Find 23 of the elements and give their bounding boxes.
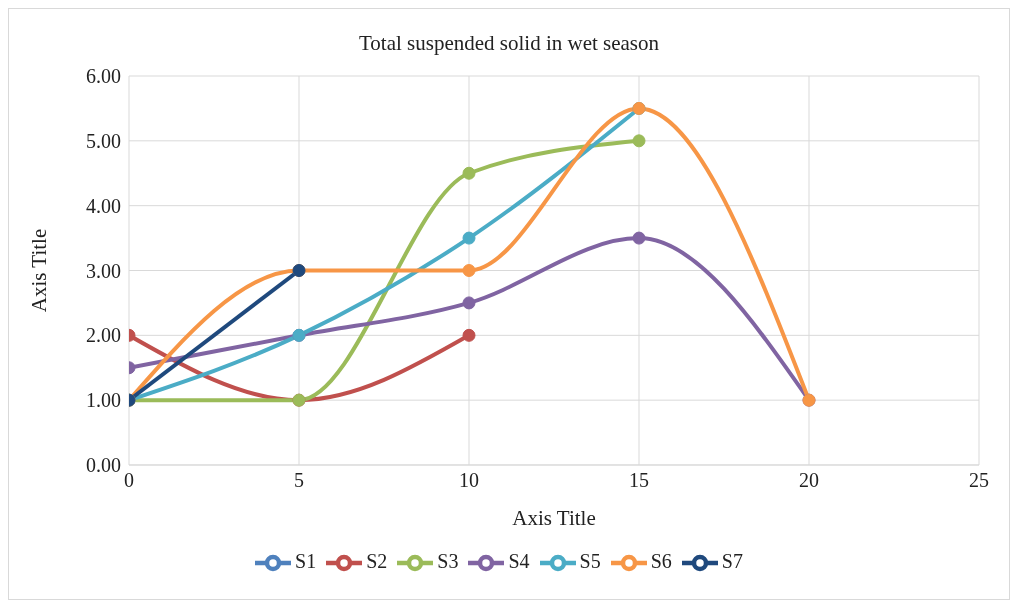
legend-label: S2	[366, 549, 388, 572]
y-tick-label: 1.00	[86, 389, 121, 412]
y-tick-label: 5.00	[86, 129, 121, 152]
y-tick-label: 2.00	[86, 324, 121, 347]
legend-label: S7	[721, 549, 743, 572]
x-tick-label: 10	[459, 469, 479, 492]
x-tick-label: 0	[124, 469, 134, 492]
x-axis-title: Axis Title	[512, 506, 596, 530]
legend-label: S5	[579, 549, 601, 572]
x-tick-label: 5	[294, 469, 304, 492]
legend-label: S4	[508, 549, 530, 572]
x-tick-label: 15	[629, 469, 649, 492]
y-tick-label: 0.00	[86, 454, 121, 477]
y-axis-title: Axis Title	[27, 228, 52, 313]
legend-label: S1	[295, 549, 317, 572]
y-tick-label: 3.00	[86, 259, 121, 282]
x-tick-label: 20	[799, 469, 819, 492]
legend-label: S3	[437, 549, 459, 572]
legend-label: S6	[650, 549, 672, 572]
x-tick-label: 25	[969, 469, 989, 492]
y-tick-label: 4.00	[86, 194, 121, 217]
chart-title: Total suspended solid in wet season	[357, 31, 661, 56]
y-tick-label: 6.00	[86, 65, 121, 88]
